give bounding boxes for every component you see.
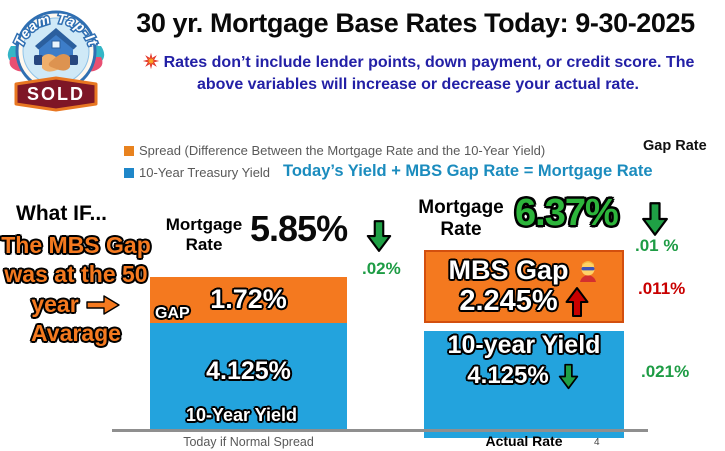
what-if-line-1: The MBS Gap xyxy=(1,232,151,258)
right-mortgage-rate-value: 6.37% xyxy=(515,192,619,234)
left-rate-change: .02% xyxy=(362,259,401,278)
right-yield-value-row: 4.125% xyxy=(424,362,624,390)
right-yield-label: 10-year Yield xyxy=(447,331,601,359)
right-header-line-2: Rate xyxy=(440,218,482,240)
page-title: 30 yr. Mortgage Base Rates Today: 9-30-2… xyxy=(136,8,695,38)
what-if-line-3: year xyxy=(0,290,152,319)
right-mortgage-rate-header: Mortgage Rate xyxy=(402,197,520,241)
rate-formula: Today’s Yield + MBS Gap Rate = Mortgage … xyxy=(283,162,653,180)
sold-banner-text: SOLD xyxy=(27,84,85,104)
disclaimer: Rates don’t include lender points, down … xyxy=(118,52,718,95)
chart-legend: Spread (Difference Between the Mortgage … xyxy=(124,143,545,187)
left-gap-value: 1.72% xyxy=(210,284,287,314)
right-yield-segment: 10-year Yield 4.125% xyxy=(424,331,624,438)
left-yield-segment: 4.125% 10-Year Yield xyxy=(150,323,347,432)
left-mortgage-rate-value: 5.85% xyxy=(250,208,348,249)
team-tap-it-logo: Team Tap-It SOLD xyxy=(7,8,105,112)
what-if-line-3-text: year xyxy=(31,290,79,317)
mbs-gap-value: 2.245% xyxy=(459,285,558,317)
handshake-sleeve-left xyxy=(34,55,43,65)
legend-item-spread: Spread (Difference Between the Mortgage … xyxy=(124,143,545,158)
mbs-gap-change: .011% xyxy=(638,279,686,298)
left-header-line-1: Mortgage xyxy=(165,215,243,234)
left-header-line-2: Rate xyxy=(185,235,223,255)
mbs-gap-row: MBS Gap xyxy=(426,255,622,286)
left-yield-value: 4.125% xyxy=(206,357,291,385)
left-yield-label: 10-Year Yield xyxy=(185,405,298,425)
right-arrow-icon xyxy=(85,294,120,315)
right-yield-value: 4.125% xyxy=(467,362,549,389)
spread-swatch-icon xyxy=(124,145,134,156)
bar-actual-rate: MBS Gap 2.245% 10-year Yield 4.12 xyxy=(424,250,624,438)
down-arrow-icon xyxy=(558,363,578,389)
down-arrow-icon xyxy=(366,220,392,252)
disclaimer-text-1: Rates don’t include lender points, down … xyxy=(163,54,695,71)
what-if-heading: What IF... xyxy=(16,202,107,225)
left-mortgage-rate-header: Mortgage Rate xyxy=(146,215,262,256)
treasury-swatch-icon xyxy=(124,167,134,178)
handshake-hand-right xyxy=(48,54,70,71)
disclaimer-text-2: above variables will increase or decreas… xyxy=(196,75,639,93)
right-rate-change: .01 % xyxy=(635,236,679,255)
page-number: 4 xyxy=(594,437,600,448)
category-label-left: Today if Normal Spread xyxy=(183,435,314,449)
mbs-gap-label: MBS Gap xyxy=(448,255,569,285)
bar-today-if-normal-spread: 1.72% GAP 4.125% 10-Year Yield xyxy=(150,277,347,432)
house-window xyxy=(51,40,61,49)
disclaimer-line-2: above variables will increase or decreas… xyxy=(118,74,718,96)
starburst-icon xyxy=(142,52,159,70)
house-roof-icon xyxy=(35,28,77,50)
gap-rate-heading: Gap Rate xyxy=(643,138,707,154)
legend-spread-label: Spread (Difference Between the Mortgage … xyxy=(139,143,546,158)
what-if-callout: The MBS Gap was at the 50 year Avarage xyxy=(0,231,152,349)
legend-treasury-label: 10-Year Treasury Yield xyxy=(139,165,271,180)
left-spread-segment: 1.72% GAP xyxy=(150,277,347,323)
mbs-gap-value-row: 2.245% xyxy=(426,285,622,318)
what-if-line-2: was at the 50 xyxy=(4,261,148,288)
yield-change: .021% xyxy=(641,362,690,381)
right-yield-label-row: 10-year Yield xyxy=(424,331,624,360)
down-arrow-icon xyxy=(642,202,668,236)
x-axis-line xyxy=(112,429,648,432)
what-if-line-4: Avarage xyxy=(31,320,121,347)
sold-banner xyxy=(14,76,98,112)
up-arrow-icon xyxy=(565,286,589,317)
category-label-right: Actual Rate xyxy=(485,433,563,449)
right-spread-segment: MBS Gap 2.245% xyxy=(424,250,624,323)
right-header-line-1: Mortgage xyxy=(418,197,504,218)
disclaimer-line-1: Rates don’t include lender points, down … xyxy=(118,52,718,74)
left-gap-label: GAP xyxy=(155,305,190,322)
superhero-icon xyxy=(579,260,596,282)
handshake-sleeve-right xyxy=(69,55,78,65)
legend-item-treasury: 10-Year Treasury Yield xyxy=(124,165,545,180)
